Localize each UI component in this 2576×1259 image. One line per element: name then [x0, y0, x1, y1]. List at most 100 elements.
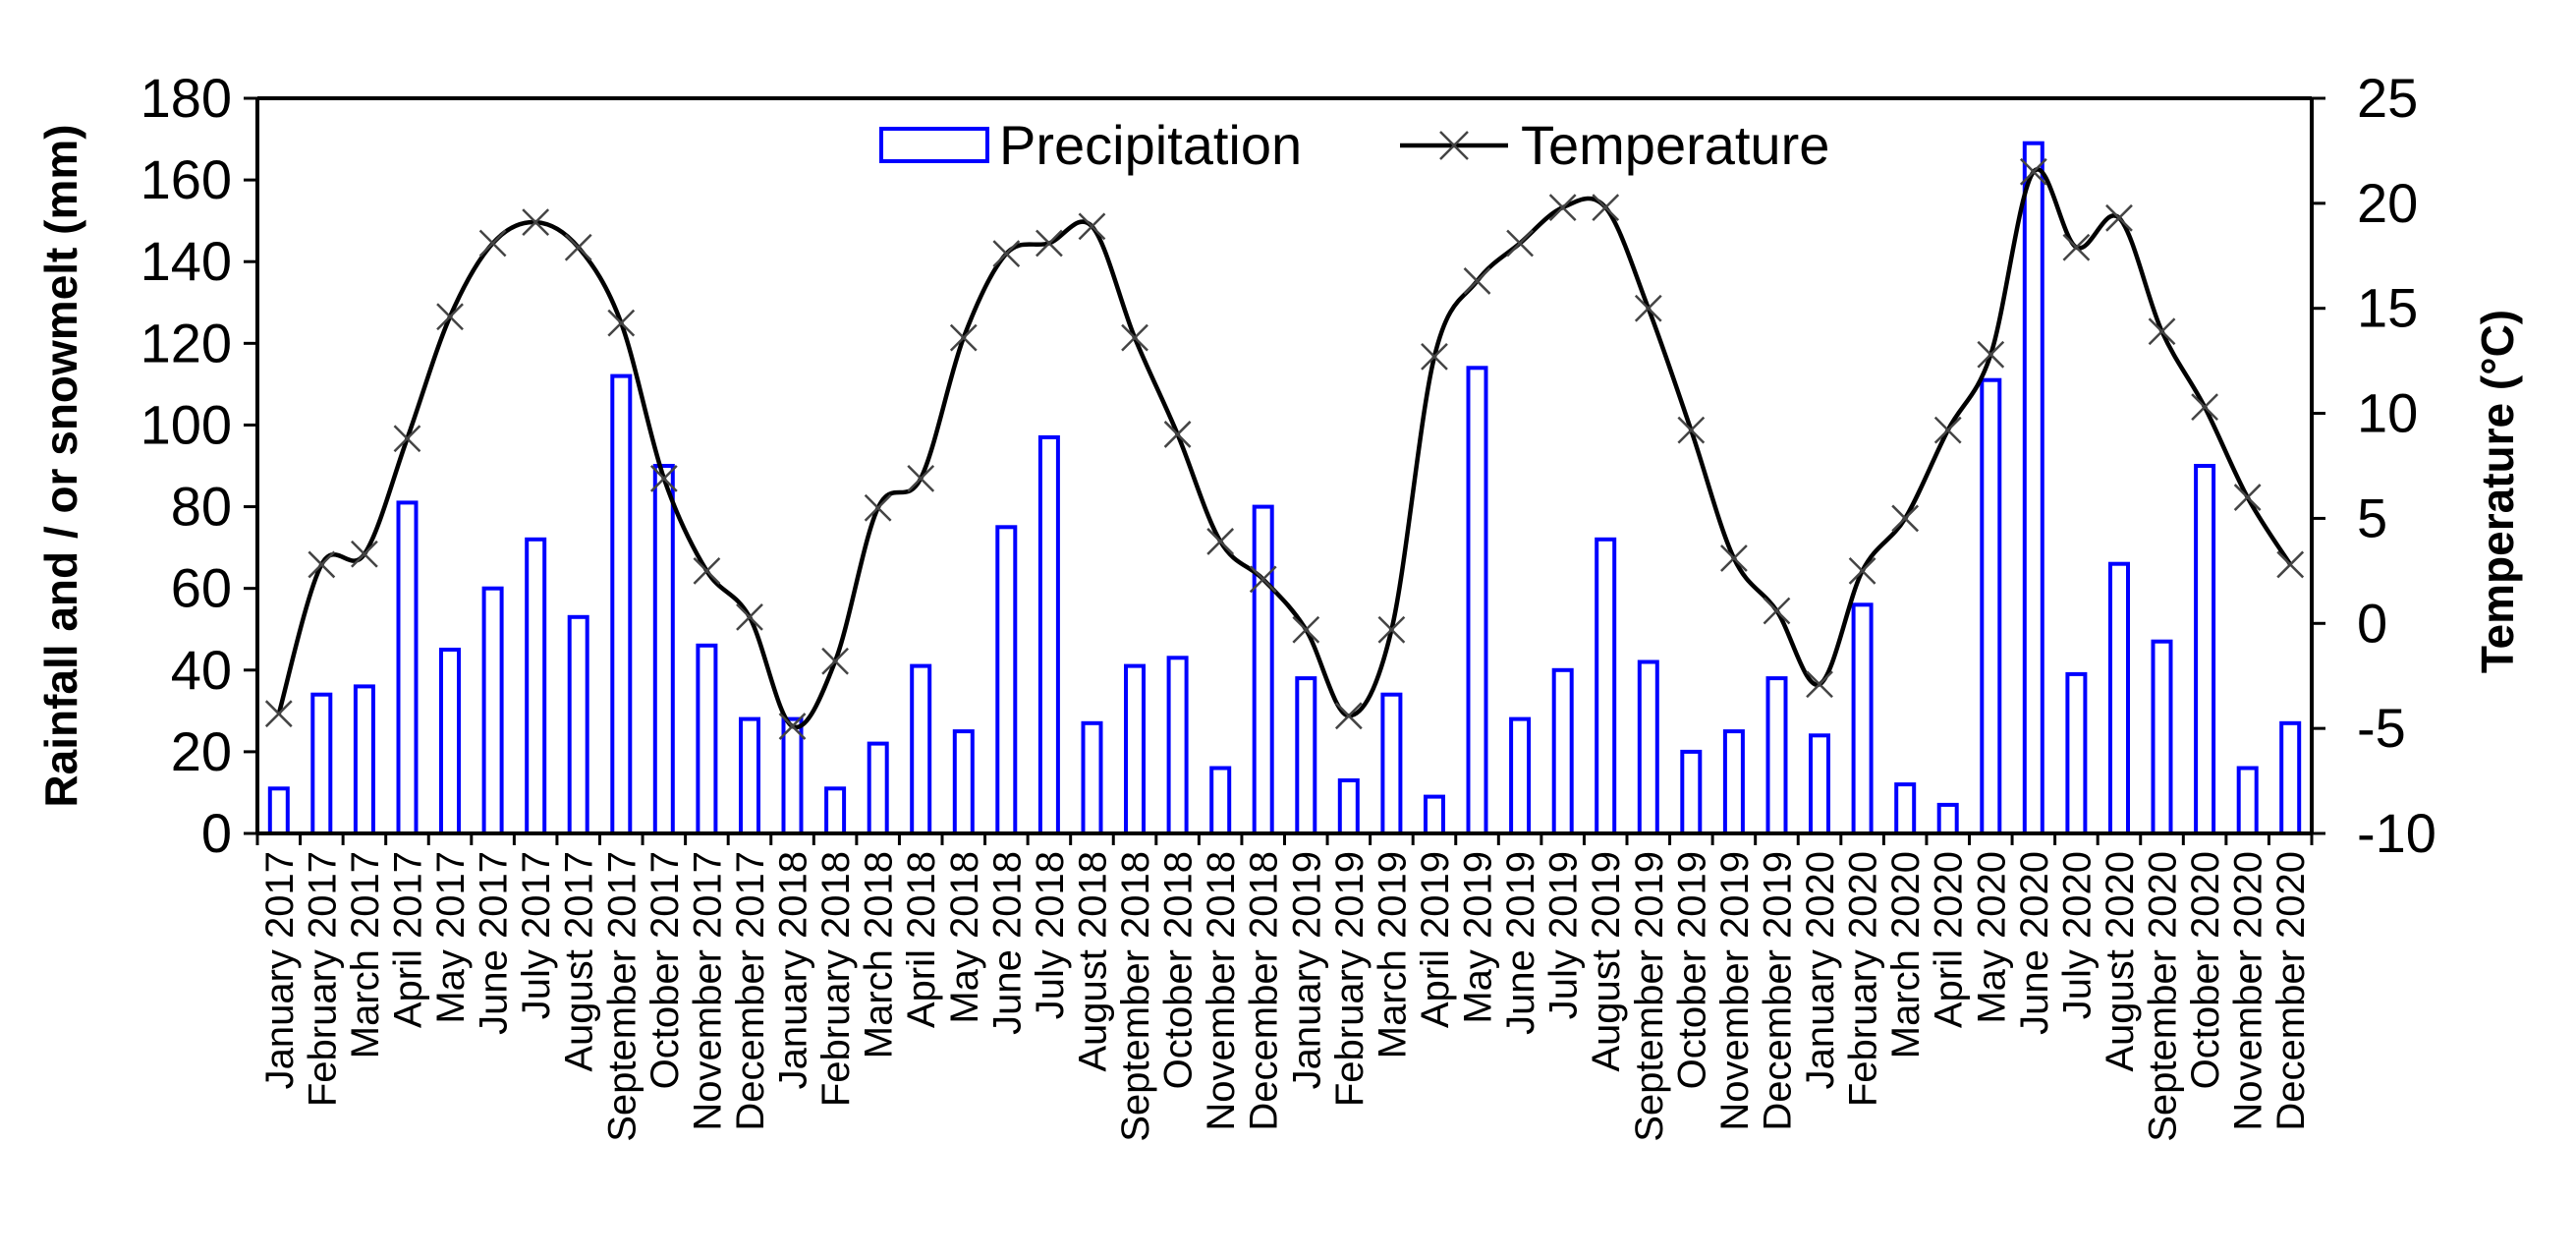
temperature-marker [2233, 484, 2262, 511]
axis-labels: 0 20 40 60 80 100 120 140 160 180 -10 -5 0 5 10 15 20 25 J… [35, 67, 2523, 1142]
x-tick-label: June 2017 [473, 851, 516, 1035]
temperature-marker [607, 309, 636, 337]
x-tick-label: August 2017 [558, 851, 601, 1072]
x-tick-label: October 2017 [644, 851, 687, 1089]
temperature-marker [1036, 229, 1063, 258]
x-tick-label: July 2019 [1542, 851, 1586, 1019]
x-tick-label: September 2020 [2142, 851, 2185, 1142]
x-tick-label: April 2018 [900, 851, 943, 1028]
temperature-marker [1334, 702, 1363, 730]
temperature-marker [2191, 393, 2218, 422]
x-tick-label: June 2019 [1499, 851, 1542, 1035]
temperature-marker [649, 464, 678, 492]
x-tick-label: October 2020 [2184, 851, 2227, 1089]
x-tick-label: February 2020 [1842, 851, 1885, 1107]
left-y-tick-label: 100 [140, 393, 232, 455]
x-tick-label: October 2019 [1670, 851, 1713, 1089]
left-y-tick-label: 60 [171, 557, 232, 619]
right-y-axis-title: Temperature (°C) [2472, 310, 2523, 673]
temperature-marker [2019, 157, 2047, 186]
temperature-marker [2148, 317, 2176, 346]
right-y-tick-label: -5 [2357, 697, 2406, 759]
x-tick-label: April 2020 [1928, 851, 1971, 1028]
x-tick-label: February 2018 [814, 851, 858, 1107]
legend-temperature-marker [1439, 131, 1469, 160]
temperature-marker [1548, 194, 1577, 222]
x-tick-label: November 2018 [1200, 851, 1243, 1131]
x-tick-label: March 2017 [344, 851, 387, 1059]
temperature-marker [778, 713, 807, 740]
left-y-tick-label: 180 [140, 67, 232, 129]
temperature-marker [1720, 544, 1748, 572]
temperature-marker [1249, 565, 1277, 594]
x-tick-label: December 2020 [2269, 851, 2313, 1131]
temperature-marker [1592, 194, 1620, 222]
temperature-marker [1891, 504, 1920, 533]
temperature-marker [1421, 342, 1448, 371]
x-tick-label: November 2019 [1713, 851, 1757, 1131]
temperature-marker [2105, 203, 2133, 232]
x-tick-label: March 2018 [858, 851, 901, 1059]
x-tick-label: July 2020 [2055, 851, 2099, 1019]
temperature-marker [1463, 267, 1491, 295]
temperature-marker [864, 493, 892, 522]
left-y-tick-label: 120 [140, 312, 232, 373]
right-y-tick-label: 20 [2357, 172, 2418, 234]
temperature-marker [1933, 416, 1962, 444]
left-y-tick-label: 80 [171, 476, 232, 538]
temperature-marker [821, 647, 849, 675]
temperature-marker [2062, 233, 2091, 261]
x-tick-label: July 2018 [1029, 851, 1072, 1019]
x-tick-label: November 2020 [2227, 851, 2270, 1131]
temperature-marker [351, 540, 378, 568]
right-y-tick-label: 25 [2357, 67, 2418, 129]
right-y-tick-label: 15 [2357, 277, 2418, 339]
x-tick-label: March 2020 [1884, 851, 1928, 1059]
x-tick-label: September 2019 [1628, 851, 1671, 1142]
temperature-marker [1292, 615, 1320, 644]
x-tick-label: May 2018 [943, 851, 986, 1024]
temperature-marker [1121, 323, 1148, 352]
legend: Precipitation Temperature [879, 114, 1829, 176]
x-tick-label: August 2018 [1071, 851, 1114, 1072]
legend-precipitation-label: Precipitation [999, 114, 1302, 176]
temperature-marker [2276, 550, 2305, 579]
right-y-tick-label: 10 [2357, 382, 2418, 444]
temperature-marker [264, 700, 293, 728]
temperature-marker [393, 425, 421, 453]
x-tick-label: July 2017 [515, 851, 558, 1019]
left-y-tick-label: 20 [171, 720, 232, 782]
temperature-line-group [264, 157, 2305, 740]
temperature-marker [1848, 556, 1876, 585]
temperature-marker [564, 233, 592, 261]
temperature-marker [693, 556, 721, 585]
legend-precipitation-swatch [879, 127, 989, 163]
x-tick-label: March 2019 [1371, 851, 1414, 1059]
temperature-marker [1806, 670, 1833, 699]
x-tick-label: April 2017 [386, 851, 429, 1028]
temperature-marker [1677, 416, 1706, 444]
x-tick-label: December 2017 [729, 851, 772, 1131]
left-y-axis-title: Rainfall and / or snowmelt (mm) [35, 124, 86, 807]
temperature-marker [736, 602, 763, 631]
left-y-tick-label: 160 [140, 148, 232, 210]
x-tick-label: October 2018 [1157, 851, 1201, 1089]
x-tick-label: February 2019 [1328, 851, 1372, 1107]
x-tick-label: June 2018 [985, 851, 1029, 1035]
x-tick-label: August 2019 [1585, 851, 1628, 1072]
temperature-marker [478, 229, 507, 258]
temperature-marker [522, 208, 550, 236]
right-y-tick-label: -10 [2357, 802, 2436, 864]
left-y-tick-label: 0 [201, 802, 232, 864]
temperature-marker [1078, 212, 1106, 241]
x-tick-label: February 2017 [301, 851, 344, 1107]
x-tick-label: April 2019 [1414, 851, 1457, 1028]
temperature-marker [1377, 615, 1406, 644]
temperature-marker [949, 323, 978, 352]
x-tick-label: May 2017 [429, 851, 473, 1024]
temperature-marker [1163, 421, 1192, 448]
temperature-marker [1506, 229, 1534, 258]
x-tick-label: January 2018 [772, 851, 815, 1089]
